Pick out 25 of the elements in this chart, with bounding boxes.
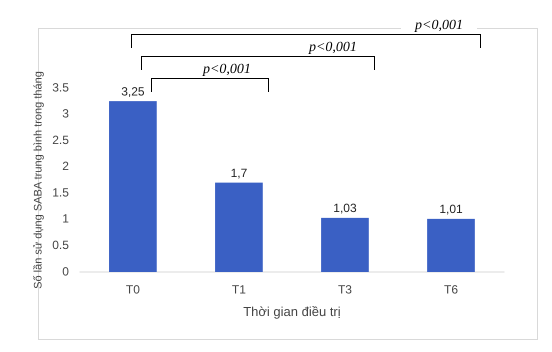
data-label: 1,03 xyxy=(333,201,357,216)
y-tick-label: 2 xyxy=(62,159,70,174)
text: p<0,001 xyxy=(188,62,265,77)
bar xyxy=(427,218,475,272)
data-label: 3,25 xyxy=(121,84,145,98)
data-label: 1,01 xyxy=(439,202,463,216)
x-tick-label: T3 xyxy=(338,282,352,297)
bar xyxy=(321,218,369,272)
x-tick-label: T0 xyxy=(126,282,140,297)
y-axis-title: Số lần sử dụng SABA trung bình trong tháng xyxy=(32,71,45,289)
y-tick-label: 1.5 xyxy=(52,185,70,200)
text: p<0,001 xyxy=(294,40,371,55)
data-label: 1,7 xyxy=(230,166,248,180)
y-tick-label: 2.5 xyxy=(52,132,70,147)
y-tick-label: 0 xyxy=(62,264,70,278)
y-tick-label: 3 xyxy=(62,106,70,121)
x-tick-label: T1 xyxy=(232,282,246,297)
x-tick-label: T6 xyxy=(444,282,458,297)
bar xyxy=(109,101,157,272)
y-tick-label: 3.5 xyxy=(52,80,70,94)
bar xyxy=(215,182,263,272)
y-tick-label: 0.5 xyxy=(52,238,70,252)
x-axis-title: Thời gian điều trị xyxy=(243,304,341,319)
text: p<0,001 xyxy=(400,18,477,33)
y-tick-label: 1 xyxy=(62,212,70,226)
